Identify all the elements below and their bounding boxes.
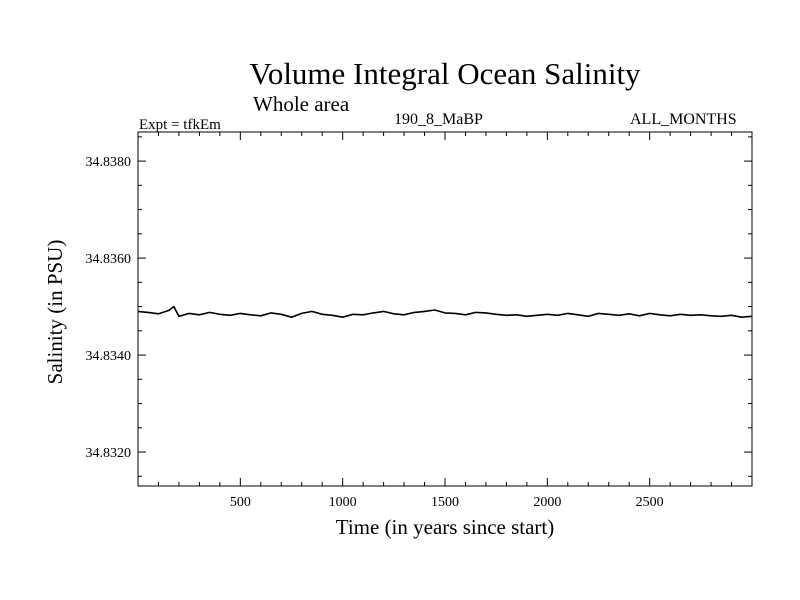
y-axis-label: Salinity (in PSU) — [43, 240, 67, 385]
experiment-label: Expt = tfkEm — [139, 117, 221, 133]
x-tick-label: 2500 — [636, 495, 664, 510]
y-tick-label: 34.8320 — [86, 446, 132, 461]
x-tick-label: 500 — [230, 495, 251, 510]
months-label: ALL_MONTHS — [630, 111, 737, 128]
x-tick-label: 1000 — [329, 495, 357, 510]
salinity-series-line — [137, 305, 753, 318]
y-tick-label: 34.8340 — [86, 349, 132, 364]
y-tick-label: 34.8360 — [86, 252, 132, 267]
run-label: 190_8_MaBP — [394, 111, 483, 128]
y-tick-label: 34.8380 — [86, 155, 132, 170]
chart-title: Volume Integral Ocean Salinity — [249, 56, 641, 91]
chart-subtitle: Whole area — [253, 92, 350, 116]
x-axis-label: Time (in years since start) — [336, 515, 555, 539]
axis-ticks — [138, 132, 752, 486]
x-tick-label: 1500 — [431, 495, 459, 510]
plot-area — [137, 131, 753, 487]
axis-tick-labels: 500 1000 1500 2000 2500 34.8320 34.8340 34.8360… — [86, 155, 664, 510]
x-tick-label: 2000 — [533, 495, 561, 510]
